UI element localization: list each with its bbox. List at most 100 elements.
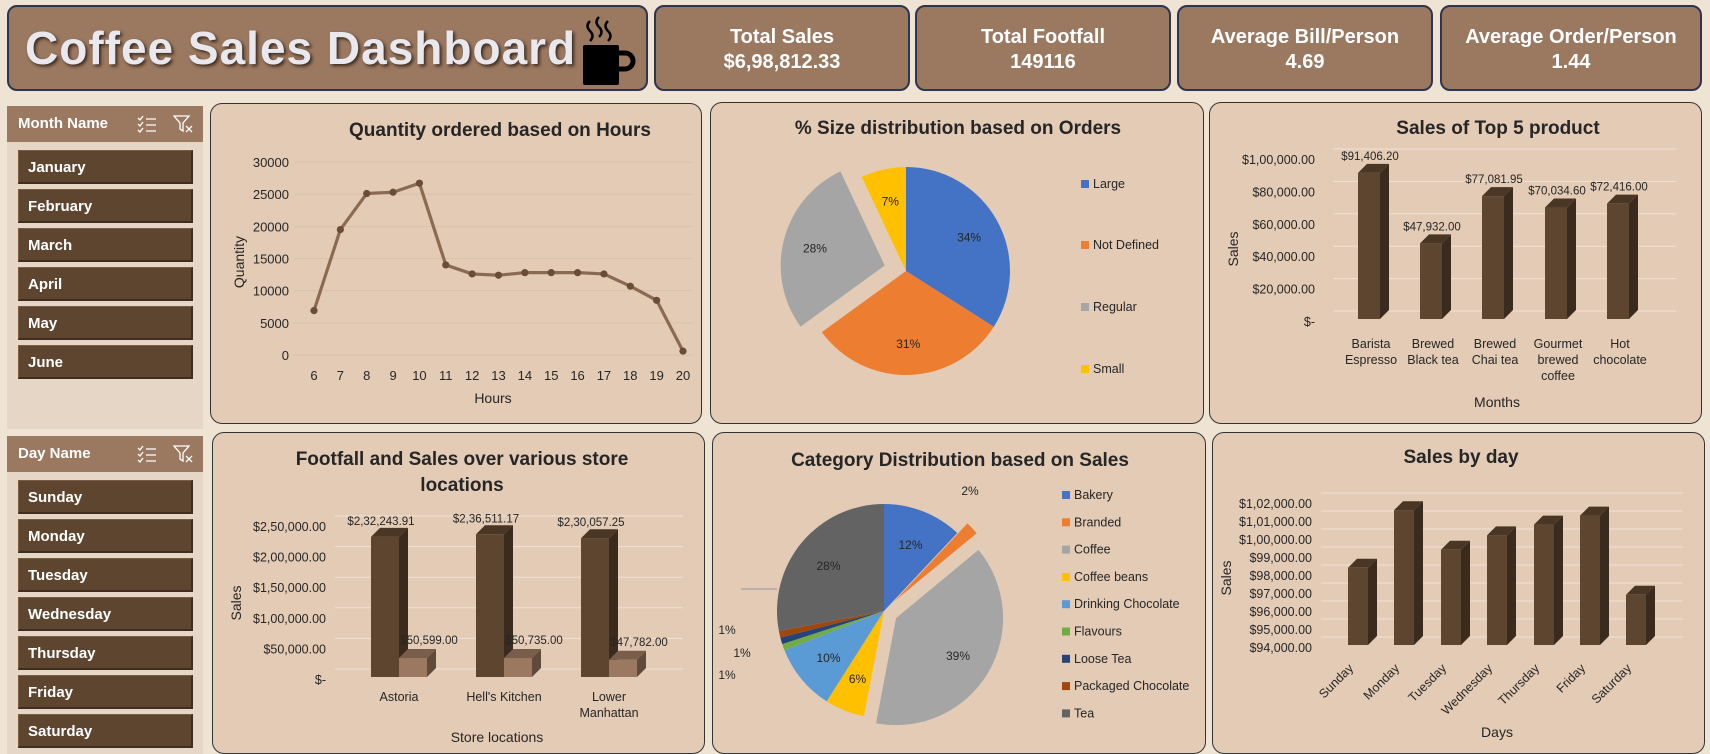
pie-slice [782,611,884,651]
slicer-item-thursday[interactable]: Thursday [18,636,193,670]
x-tick-label: Black tea [1407,353,1458,367]
bar-side [1629,194,1638,319]
slicer-item-sunday[interactable]: Sunday [18,480,193,514]
x-tick-label: Lower [592,690,626,704]
data-label: 12% [898,538,922,552]
clear-filter-icon[interactable] [173,445,193,463]
legend-swatch [1081,241,1089,249]
multi-select-icon[interactable] [137,445,157,463]
bar-chart-svg: Sales by day $94,000.00 $95,000.00 $96,000.… [1218,447,1683,740]
chart-title: Quantity ordered based on Hours [349,120,651,141]
chart-title: Footfall and Sales over various store [296,449,629,470]
x-tick-label: chocolate [1593,353,1647,367]
legend-swatch [1062,709,1070,718]
slicer-item-tuesday[interactable]: Tuesday [18,558,193,592]
data-label: $77,081.95 [1465,174,1523,186]
bar-front [1545,207,1567,319]
y-tick-label: $80,000.00 [1252,185,1315,199]
slicer-item-june[interactable]: June [18,345,193,379]
x-tick-label: Barista [1352,337,1391,351]
month-slicer-list: January February March April May June [7,150,203,379]
x-tick-label: 20 [676,368,690,383]
bar-front [1348,567,1368,645]
legend-swatch [1062,545,1070,554]
legend-swatch [1062,572,1070,581]
bar-top [1626,585,1655,595]
bar-front [1394,510,1414,645]
bar-front [1534,524,1554,645]
x-tick-label: 12 [465,368,479,383]
y-tick-label: 25000 [253,187,289,202]
x-axis-label: Days [1481,724,1513,740]
pie-slice [780,171,885,327]
slicer-item-wednesday[interactable]: Wednesday [18,597,193,631]
data-point [573,269,582,277]
y-tick-label: $1,00,000.00 [253,612,326,626]
legend-entry: Tea [1074,706,1094,720]
bar-front [1607,203,1629,319]
x-tick-label: Brewed [1474,337,1516,351]
bar-sales [581,529,618,677]
data-point [336,225,344,234]
legend-entry: Coffee [1074,543,1111,557]
bar-front [504,657,532,677]
legend-swatch [1062,491,1070,499]
store-locations-chart: Footfall and Sales over various store loc… [212,432,705,754]
size-distribution-chart: % Size distribution based on Orders 34% 31… [710,102,1204,424]
data-point [600,270,608,278]
x-tick-label: Manhattan [579,706,638,720]
slicer-item-friday[interactable]: Friday [18,675,193,709]
chart-title: locations [420,475,503,496]
bar [1420,234,1451,319]
pie-slice [821,271,994,375]
bar-side [1507,526,1516,645]
slicer-item-april[interactable]: April [18,267,193,301]
bar-front [1482,196,1504,319]
y-axis-label: Quantity [231,236,247,288]
data-label: $47,782.00 [610,637,668,649]
y-tick-label: $- [315,673,326,687]
clear-filter-icon[interactable] [173,115,193,133]
bar-front [476,534,504,677]
multi-select-icon[interactable] [137,115,157,133]
data-label: 6% [849,672,867,686]
bar [1441,540,1470,645]
slicer-item-saturday[interactable]: Saturday [18,714,193,748]
pie-slice [894,523,977,602]
legend-entry: Flavours [1074,625,1122,639]
slicer-item-march[interactable]: March [18,228,193,262]
legend-swatch [1062,627,1070,636]
chart-title: % Size distribution based on Orders [795,118,1121,139]
x-tick-label: 8 [363,368,370,383]
bar-sales [476,525,513,677]
pie-chart-svg: Category Distribution based on Sales 12% 3… [718,450,1189,726]
bar [1626,585,1655,645]
pie-slice [780,611,884,645]
x-tick-label: Monday [1361,661,1403,703]
x-tick-label: 6 [310,368,317,383]
y-tick-label: $1,50,000.00 [253,581,326,595]
y-tick-label: 10000 [253,284,289,299]
chart-title: Sales of Top 5 product [1396,118,1600,139]
pie-slice [826,611,884,717]
y-tick-label: $2,00,000.00 [253,551,326,565]
kpi-average-bill: Average Bill/Person 4.69 [1177,5,1433,91]
data-label: $50,599.00 [400,635,458,647]
bar-side [1368,558,1377,645]
bar-footfall [504,648,541,677]
quantity-by-hours-chart: Quantity ordered based on Hours 0 5000 1000… [210,103,702,424]
x-tick-label: Hell's Kitchen [466,690,541,704]
bar-front [399,658,427,677]
bar-side [637,650,646,677]
x-tick-label: 14 [518,368,532,383]
slicer-item-may[interactable]: May [18,306,193,340]
x-tick-label: Espresso [1345,353,1397,367]
data-point [521,269,529,277]
data-label: 1% [718,668,736,682]
x-tick-label: 15 [544,368,558,383]
slicer-item-february[interactable]: February [18,189,193,223]
slicer-item-january[interactable]: January [18,150,193,184]
slicer-item-monday[interactable]: Monday [18,519,193,553]
x-tick-label: Astoria [380,690,419,704]
bar-side [1414,501,1423,645]
